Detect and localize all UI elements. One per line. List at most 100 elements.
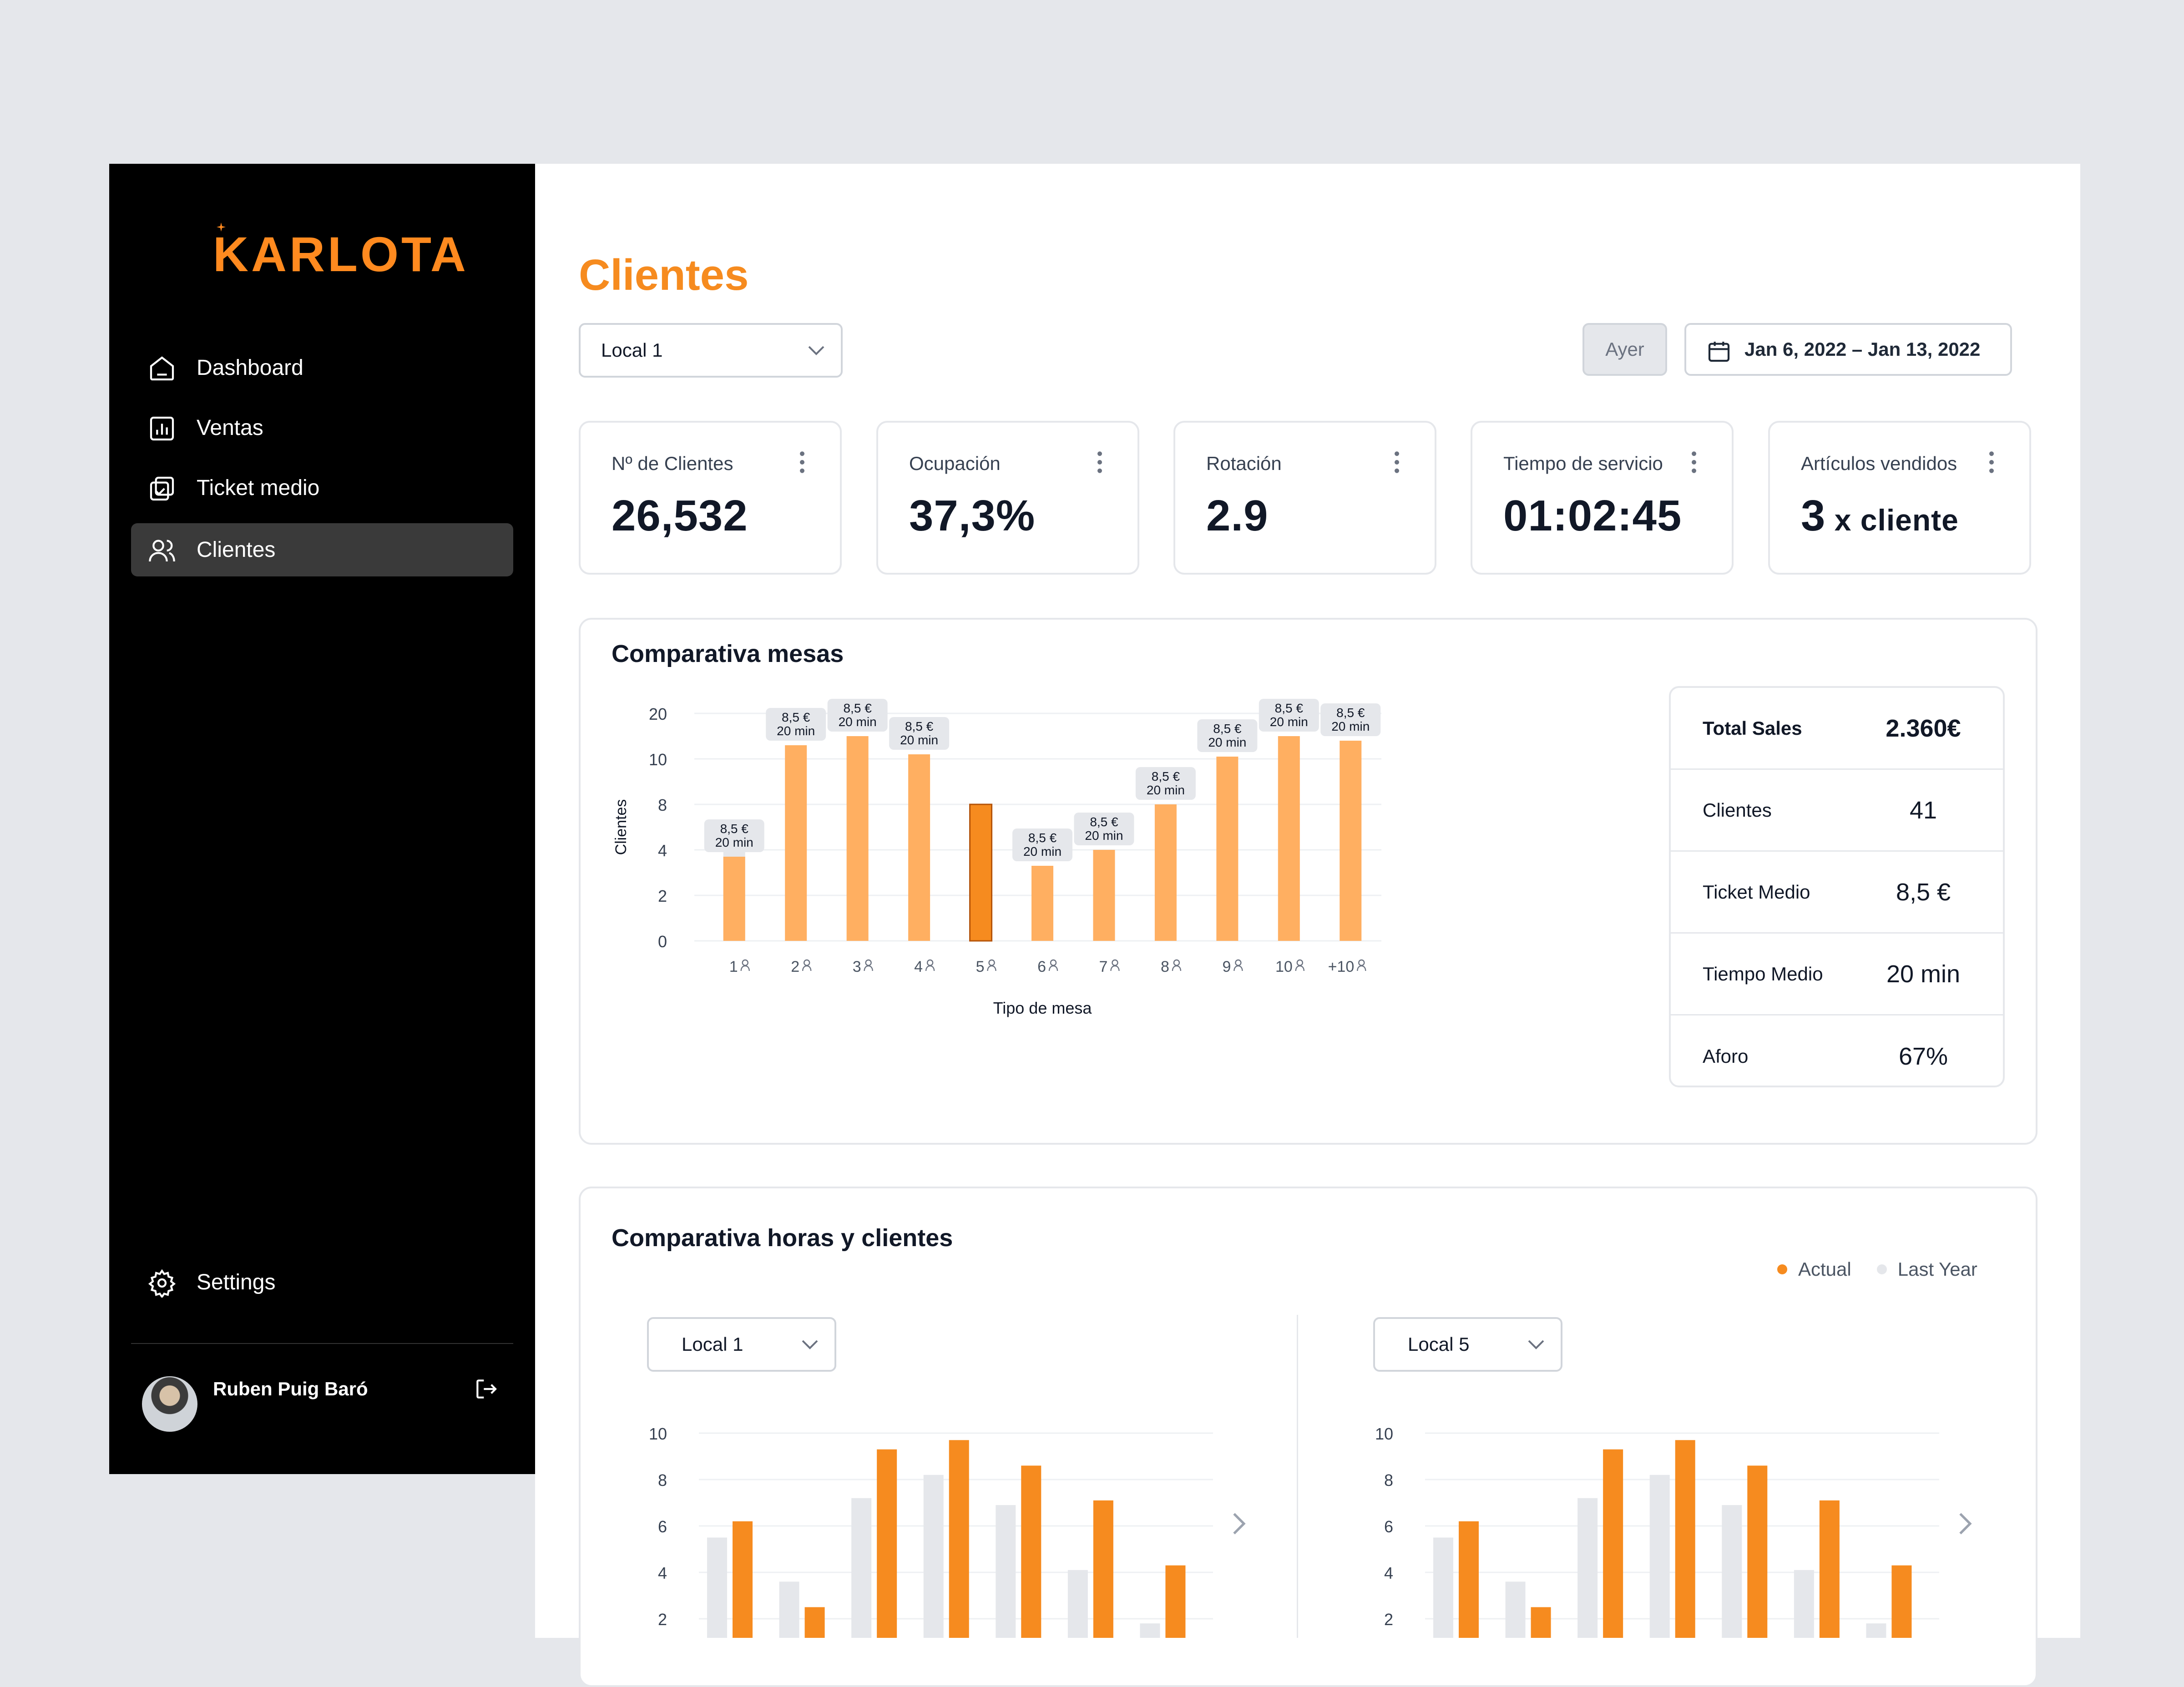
x-tick-label: 8 — [1161, 958, 1169, 975]
bar-last-year — [779, 1581, 799, 1638]
bar-actual — [1819, 1500, 1840, 1638]
bar-label-time: 20 min — [839, 715, 877, 729]
sidebar-item-ventas[interactable]: Ventas — [131, 401, 513, 455]
bar-data-label-bg — [1135, 767, 1196, 800]
logout-icon[interactable] — [473, 1376, 499, 1402]
y-tick-label: 4 — [658, 1564, 667, 1582]
person-icon-head — [865, 959, 872, 966]
stat-row: Tiempo Medio 20 min — [1671, 934, 2003, 1015]
bar-chart-icon — [150, 416, 174, 441]
sidebar-item-dashboard[interactable]: Dashboard — [131, 341, 513, 394]
bar-last-year — [851, 1498, 872, 1638]
stat-label: Total Sales — [1703, 717, 1802, 739]
more-options-icon[interactable] — [1691, 451, 1697, 474]
bar-data-label-bg — [1012, 828, 1072, 861]
person-icon-body — [925, 965, 935, 971]
person-icon — [987, 959, 996, 971]
bar-last-year — [1505, 1581, 1526, 1638]
bar-label-time: 20 min — [777, 724, 815, 738]
chart-legend: Actual Last Year — [1777, 1256, 2003, 1283]
person-icon — [1172, 959, 1182, 971]
stat-label: Clientes — [1703, 799, 1772, 821]
users-icon — [149, 540, 175, 562]
chevron-right-icon[interactable] — [1231, 1511, 1247, 1536]
calendar-icon — [1708, 342, 1730, 362]
y-tick-label: 6 — [1384, 1517, 1393, 1536]
bar-actual — [1603, 1449, 1623, 1638]
person-icon-body — [1234, 965, 1243, 971]
brand-logo[interactable]: KARLOTA — [213, 222, 469, 279]
legend-item-actual[interactable]: Actual — [1777, 1258, 1851, 1280]
bar-data-label-bg — [704, 819, 764, 852]
stat-row: Aforo 67% — [1671, 1015, 2003, 1097]
bar-actual — [877, 1449, 897, 1638]
logo-spark-icon — [217, 222, 226, 232]
panel-title: Comparativa mesas — [612, 640, 844, 667]
date-range-picker[interactable]: Jan 6, 2022 – Jan 13, 2022 — [1684, 323, 2012, 376]
avatar[interactable] — [142, 1376, 197, 1432]
bar-last-year — [1140, 1623, 1160, 1638]
more-options-icon[interactable] — [1394, 451, 1400, 474]
x-tick: 6 — [1037, 958, 1058, 975]
stat-label: Ticket Medio — [1703, 881, 1810, 903]
person-icon-body — [1110, 965, 1120, 971]
bar-last-year — [1866, 1623, 1886, 1638]
bar-last-year — [1433, 1537, 1453, 1638]
sidebar-item-ticket-medio[interactable]: Ticket medio — [131, 461, 513, 515]
person-icon — [1234, 959, 1243, 971]
legend-item-last-year[interactable]: Last Year — [1876, 1258, 1977, 1280]
bar-data-label-bg — [889, 717, 950, 750]
left-local-select[interactable]: Local 1 — [647, 1317, 836, 1372]
ayer-button[interactable]: Ayer — [1582, 323, 1667, 376]
right-local-select[interactable]: Local 5 — [1373, 1317, 1562, 1372]
person-icon — [925, 959, 935, 971]
x-tick: 10 — [1275, 958, 1305, 975]
kpi-label: Rotación — [1206, 453, 1282, 474]
kpi-label: Nº de Clientes — [612, 453, 733, 474]
more-options-icon[interactable] — [1988, 451, 1995, 474]
bar — [1154, 804, 1177, 941]
bar — [785, 745, 807, 941]
bar-label-price: 8,5 € — [1090, 815, 1118, 829]
bar-actual — [949, 1440, 969, 1638]
y-tick-label: 2 — [658, 1610, 667, 1629]
sidebar-item-clientes[interactable]: Clientes — [131, 523, 513, 576]
bar-data-label-bg — [766, 708, 826, 741]
y-tick-label: 4 — [658, 841, 667, 860]
bar-label-price: 8,5 € — [782, 710, 810, 724]
local-select[interactable]: Local 1 — [579, 323, 843, 378]
kpi-value-suffix: x cliente — [1825, 503, 1959, 537]
bar — [846, 736, 869, 941]
kpi-value-number: 26,532 — [612, 491, 748, 540]
person-icon-head — [1173, 959, 1180, 966]
sidebar-divider — [131, 1343, 513, 1344]
kpi-value: 2.9 — [1206, 491, 1268, 541]
x-tick-label: 3 — [853, 958, 861, 975]
x-tick-label: 9 — [1222, 958, 1231, 975]
kpi-value: 3 x cliente — [1801, 491, 1959, 541]
person-icon-head — [1358, 959, 1365, 966]
bar-data-label: 8,5 €20 min — [1135, 767, 1196, 800]
bar-actual — [733, 1521, 753, 1638]
bar-last-year — [707, 1537, 727, 1638]
more-options-icon[interactable] — [1097, 451, 1103, 474]
x-tick: +10 — [1328, 958, 1366, 975]
person-icon — [1110, 959, 1120, 971]
chevron-right-icon[interactable] — [1957, 1511, 1973, 1536]
kpi-card-ocupacion: Ocupación 37,3% — [876, 421, 1139, 575]
bar-data-label: 8,5 €20 min — [766, 708, 826, 741]
sidebar-item-label: Clientes — [197, 538, 276, 562]
bar-label-time: 20 min — [1270, 715, 1308, 729]
kpi-card-articulos: Artículos vendidos 3 x cliente — [1768, 421, 2031, 575]
y-tick-label: 4 — [1384, 1564, 1393, 1582]
bar — [723, 857, 745, 941]
bar-data-label-bg — [1197, 719, 1258, 752]
more-options-icon[interactable] — [799, 451, 805, 474]
sidebar-item-settings[interactable]: Settings — [131, 1256, 513, 1309]
kpi-value-number: 01:02:45 — [1503, 491, 1682, 540]
x-tick: 2 — [791, 958, 812, 975]
panel-title: Comparativa horas y clientes — [612, 1224, 953, 1252]
kpi-card-rotacion: Rotación 2.9 — [1173, 421, 1436, 575]
person-icon-head — [1296, 959, 1304, 966]
charts-divider — [1297, 1315, 1298, 1638]
